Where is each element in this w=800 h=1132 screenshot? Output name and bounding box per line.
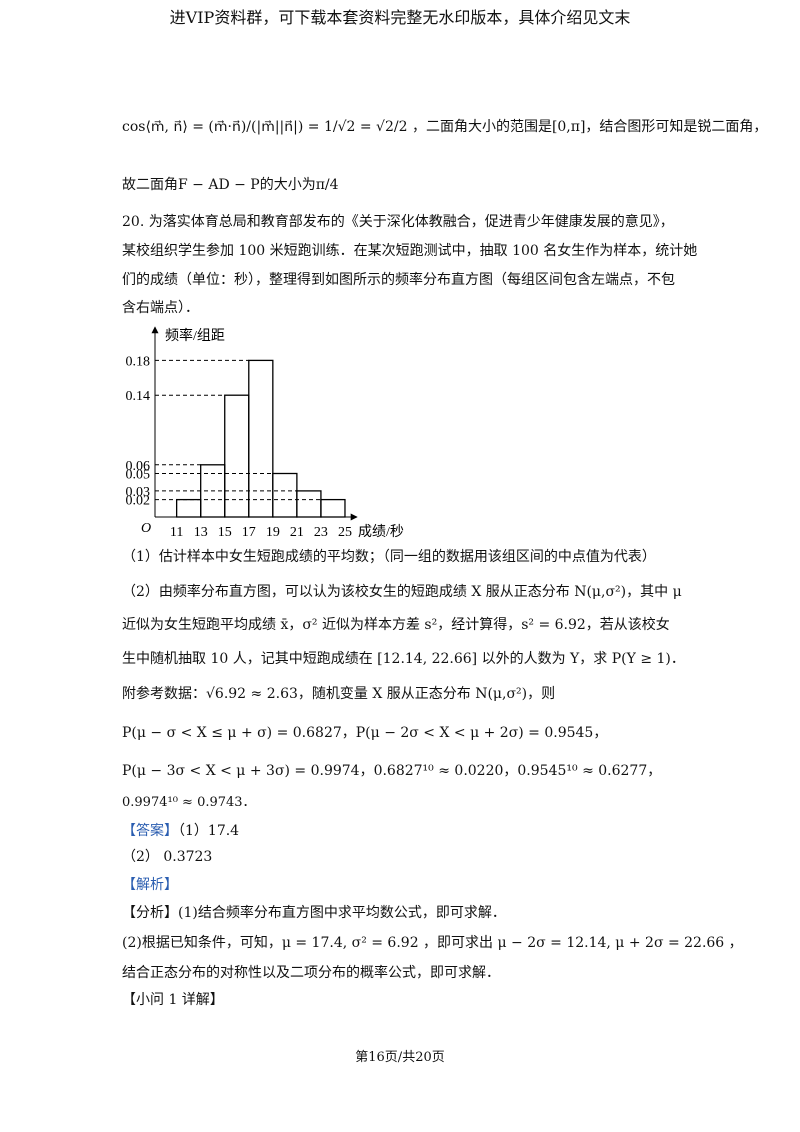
text-line: 【分析】(1)结合频率分布直方图中求平均数公式，即可求解．	[122, 905, 506, 921]
y-tick-label: 0.03	[126, 485, 151, 500]
text-line: （1）估计样本中女生短跑成绩的平均数；（同一组的数据用该组区间的中点值为代表）	[122, 549, 656, 565]
y-tick-label: 0.18	[126, 354, 151, 369]
text-line: 们的成绩（单位：秒），整理得到如图所示的频率分布直方图（每组区间包含左端点，不包	[122, 272, 675, 288]
histogram: 频率/组距 成绩/秒 O 0.18 0.14 0.060.05 0.030.02 11 1…	[126, 326, 404, 540]
text-line: 生中随机抽取 10 人，记其中短跑成绩在 [12.14, 22.66] 以外的人…	[122, 651, 685, 667]
x-tick-label: 17	[242, 525, 256, 540]
x-tick-label: 11	[170, 525, 183, 540]
y-tick-label: 0.05	[126, 468, 151, 483]
subheading: 【小问 1 详解】	[122, 992, 224, 1008]
answer-1: （1）17.4	[178, 823, 240, 839]
y-tick-label: 0.02	[126, 494, 151, 509]
text-line: 含右端点）．	[122, 300, 199, 316]
x-tick-label: 21	[290, 525, 304, 540]
text-line: 0.9974¹⁰ ≈ 0.9743．	[122, 795, 256, 810]
y-axis-label: 频率/组距	[165, 327, 225, 344]
answer-tag: 【答案】	[122, 823, 178, 839]
x-axis-label: 成绩/秒	[358, 524, 404, 540]
bar	[248, 359, 274, 518]
answer-line: 【答案】（1）17.4	[122, 821, 239, 841]
x-tick-label: 15	[218, 525, 232, 540]
bar	[175, 498, 202, 518]
x-tick-label: 23	[314, 525, 328, 540]
text-line: （2）由频率分布直方图，可以认为该校女生的短跑成绩 X 服从正态分布 N(μ,σ…	[122, 584, 682, 600]
y-tick-label: 0.06	[126, 459, 151, 474]
answer-2: （2） 0.3723	[122, 849, 213, 865]
text-line: 附参考数据：√6.92 ≈ 2.63，随机变量 X 服从正态分布 N(μ,σ²)…	[122, 686, 556, 702]
text-line: P(μ − σ < X ≤ μ + σ) = 0.6827，P(μ − 2σ <…	[122, 725, 608, 741]
text-line: P(μ − 3σ < X < μ + 3σ) = 0.9974，0.6827¹⁰…	[122, 763, 662, 779]
text-line: cos⟨m⃗, n⃗⟩ = (m⃗·n⃗)/(|m⃗||n⃗|) = 1/√2 …	[122, 119, 768, 135]
x-tick-label: 13	[194, 525, 208, 540]
text-line: 故二面角F − AD − P的大小为π/4	[122, 177, 339, 193]
header: 进VIP资料群，可下载本套资料完整无水印版本，具体介绍见文末	[169, 8, 631, 27]
bar	[320, 498, 346, 518]
text-line: 20. 为落实体育总局和教育部发布的《关于深化体教融合，促进青少年健康发展的意见…	[122, 214, 674, 230]
text-line: (2)根据已知条件，可知，μ = 17.4, σ² = 6.92 ，即可求出 μ…	[122, 935, 743, 951]
bar	[296, 490, 322, 518]
x-tick-label: 19	[266, 525, 280, 540]
text-line: 结合正态分布的对称性以及二项分布的概率公式，即可求解．	[122, 965, 500, 981]
analysis-tag: 【解析】	[122, 877, 178, 893]
footer: 第16页/共20页	[355, 1050, 445, 1065]
text-line: 近似为女生短跑平均成绩 x̄，σ² 近似为样本方差 s²，经计算得，s² = 6…	[122, 617, 670, 633]
x-tick-label: 25	[338, 525, 352, 540]
y-tick-label: 0.14	[126, 389, 151, 404]
bar	[272, 472, 298, 518]
text-line: 某校组织学生参加 100 米短跑训练．在某次短跑测试中，抽取 100 名女生作为…	[122, 243, 698, 259]
origin-label: O	[141, 521, 151, 536]
bar	[224, 394, 250, 518]
